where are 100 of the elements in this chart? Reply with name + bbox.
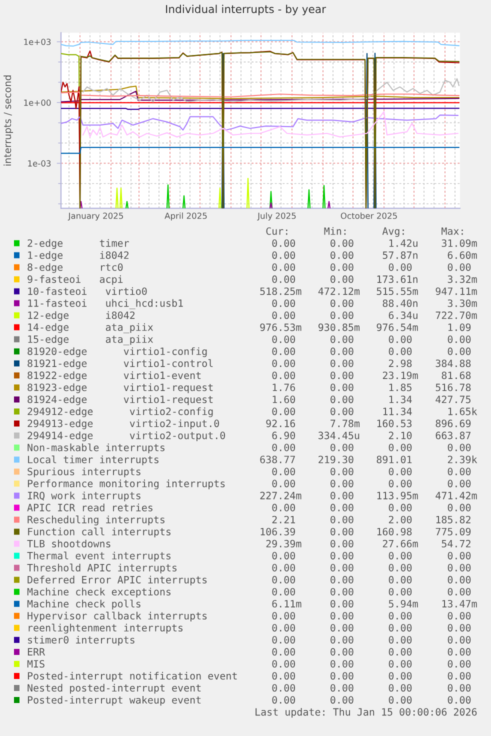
text: 1.85 [389, 384, 412, 392]
text: 3.32m [448, 275, 477, 283]
text: 1.09 [448, 324, 471, 332]
text: 947.11m [436, 287, 477, 296]
text: 515.55m [376, 288, 418, 296]
text: 6.90 [272, 432, 296, 440]
y-axis-title: interrupts / second [4, 75, 13, 166]
text: 0.00 [448, 564, 471, 572]
text: 0.00 [330, 311, 354, 320]
legend-label: 81922-edge virtio1-event [28, 371, 201, 382]
text: 3.30m [448, 299, 477, 308]
legend-label: Spurious interrupts [28, 468, 140, 478]
text: 0.00 [388, 624, 412, 632]
text: 0.00 [388, 684, 412, 692]
line-series [61, 86, 460, 100]
text: 0.00 [272, 311, 296, 320]
legend-label: Rescheduling interrupts [28, 516, 164, 526]
text: 0.00 [330, 336, 354, 344]
text: 0.00 [330, 600, 354, 608]
text: 0.00 [272, 468, 296, 476]
text: 0.00 [388, 480, 412, 488]
text: 518.25m [260, 287, 302, 296]
legend-label: 1-edge i8042 [28, 251, 128, 261]
text: 13.47m [442, 600, 477, 608]
text: 0.00 [448, 468, 471, 476]
legend-label: 294912-edge virtio2-config [28, 407, 213, 418]
text: 0.00 [448, 684, 471, 692]
text: 0.00 [272, 648, 296, 656]
legend-label: Thermal event interrupts [27, 552, 170, 562]
text: 0.00 [330, 684, 354, 692]
text: 1.65k [448, 407, 478, 416]
text: 88.40n [382, 299, 418, 308]
text: 0.00 [330, 660, 354, 668]
legend-label: 8-edge rtc0 [28, 263, 123, 273]
text: 516.78 [436, 384, 471, 392]
text: Max: [442, 227, 463, 235]
legend-label: 14-edge ata_piix [28, 323, 154, 334]
text: 0.00 [330, 384, 354, 392]
text: 29.39m [266, 540, 302, 548]
text: 0.00 [272, 660, 296, 668]
legend-label: Machine check polls [27, 600, 140, 610]
line-series [61, 90, 460, 102]
text: 185.82 [436, 516, 470, 524]
text: 775.09 [436, 528, 471, 536]
text: 0.00 [330, 275, 354, 283]
text: 0.00 [330, 360, 354, 368]
text: 0.00 [330, 648, 354, 656]
text: 896.69 [436, 420, 471, 428]
text: 1.60 [272, 396, 296, 404]
text: 0.00 [448, 624, 471, 632]
text: 0.00 [448, 552, 471, 560]
legend-label: 81921-edge virtio1-control [28, 359, 213, 370]
text: 0.00 [272, 348, 296, 356]
text: 0.00 [448, 480, 471, 488]
text: 427.75 [436, 396, 470, 404]
legend-label: 294914-edge virtio2-output.0 [28, 431, 226, 442]
text: 0.00 [388, 696, 412, 704]
chart-title: Individual interrupts - by year [166, 4, 326, 16]
text: 0.00 [330, 348, 354, 356]
y-tick-label: 1e+03 [24, 38, 51, 46]
text: 0.00 [330, 396, 354, 404]
text: Avg: [382, 227, 404, 237]
text: 0.00 [330, 263, 354, 271]
text: 113.95m [377, 492, 418, 500]
text: 27.66m [382, 540, 418, 548]
text: 5.94m [388, 600, 418, 608]
text: 722.70m [436, 311, 477, 320]
text: 11.34 [383, 408, 412, 416]
text: 1.34 [389, 396, 412, 404]
text: 7.78m [330, 420, 360, 428]
text: 227.24m [260, 492, 302, 500]
text: 6.60m [448, 251, 477, 259]
y-tick-label: 1e-03 [28, 160, 51, 167]
y-tick-label: 1e+00 [24, 100, 51, 106]
text: 0.00 [448, 336, 471, 344]
text: 0.00 [330, 239, 354, 247]
text: 6.34u [388, 311, 418, 320]
text: 0.00 [272, 504, 296, 512]
text: 0.00 [272, 360, 296, 368]
text: 6.11m [272, 600, 302, 608]
legend-label: 11-fasteoi uhci_hcd:usb1 [28, 299, 183, 310]
text: 638.77 [260, 456, 295, 464]
text: 0.00 [272, 564, 296, 572]
text: 0.00 [388, 648, 412, 656]
text: 0.00 [388, 348, 412, 356]
text: Cur: [266, 227, 288, 235]
legend-label: 9-fasteoi acpi [28, 275, 123, 285]
text: 0.00 [272, 624, 296, 632]
legend-label: Function call interrupts [28, 528, 170, 538]
text: 0.00 [272, 636, 296, 644]
text: 930.85m [318, 324, 360, 332]
legend-label: Posted-interrupt notification event [28, 672, 237, 682]
text: 2.10 [388, 432, 412, 440]
legend-label: IRQ work interrupts [28, 492, 140, 502]
text: 106.39 [260, 528, 296, 536]
text: 1.42u [389, 239, 418, 247]
legend-label: 15-edge ata_piix [28, 335, 154, 346]
text: 0.00 [272, 408, 296, 416]
text: 0.00 [388, 564, 412, 572]
legend-label: Performance monitoring interrupts [28, 480, 225, 490]
